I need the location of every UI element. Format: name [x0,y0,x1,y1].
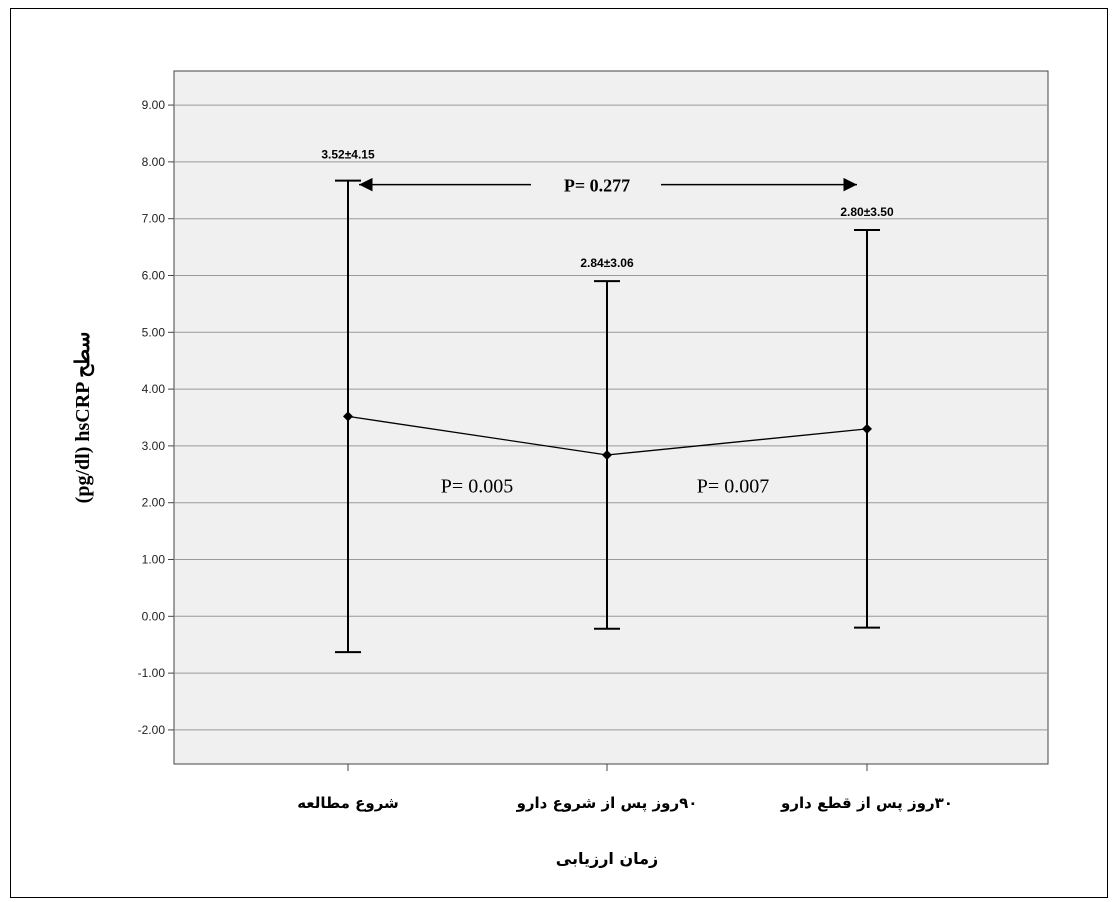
y-tick-label: 6.00 [142,268,166,282]
plot-area [173,70,1049,765]
data-label: 2.80±3.50 [840,205,894,219]
p-value-segment-1: P= 0.005 [441,476,513,498]
y-tick-label: -1.00 [138,666,166,680]
series-line: 3.52±4.15 2.84±3.06 2.80±3.50 [321,148,894,654]
p-value-segment-2: P= 0.007 [697,476,769,498]
annotations: P= 0.277 P= 0.005 P= 0.007 [359,176,857,498]
x-tick-label: ۹۰روز پس از شروع دارو [516,794,698,813]
gridlines [174,104,1048,731]
data-label: 3.52±4.15 [321,148,375,162]
x-axis: شروع مطالعه ۹۰روز پس از شروع دارو ۳۰روز پس… [297,764,953,813]
y-tick-label: 3.00 [142,439,166,453]
mean-point [343,411,353,422]
p-value-overall: P= 0.277 [564,176,630,196]
x-axis-title: زمان ارزیابی [556,849,658,868]
data-label: 2.84±3.06 [580,256,634,270]
y-tick-label: 9.00 [142,98,166,112]
y-axis-title: (pg/dl) hsCRP سطح [72,332,95,504]
y-tick-label: -2.00 [138,723,166,737]
y-tick-label: 7.00 [142,212,166,226]
y-axis: 9.00 8.00 7.00 6.00 5.00 4.00 3.00 2.00 1.00 0.00… [138,98,174,737]
x-tick-label: ۳۰روز پس از قطع دارو [780,794,953,813]
y-tick-label: 0.00 [142,609,166,623]
mean-point [602,449,612,460]
figure-frame: 9.00 8.00 7.00 6.00 5.00 4.00 3.00 2.00 1.00 0.00… [10,8,1108,898]
y-tick-label: 4.00 [142,382,166,396]
chart: 9.00 8.00 7.00 6.00 5.00 4.00 3.00 2.00 1.00 0.00… [72,70,1049,868]
y-tick-label: 1.00 [142,553,166,567]
y-tick-label: 8.00 [142,155,166,169]
mean-point [862,423,872,434]
y-tick-label: 5.00 [142,325,166,339]
y-tick-label: 2.00 [142,496,166,510]
x-tick-label: شروع مطالعه [297,794,399,812]
